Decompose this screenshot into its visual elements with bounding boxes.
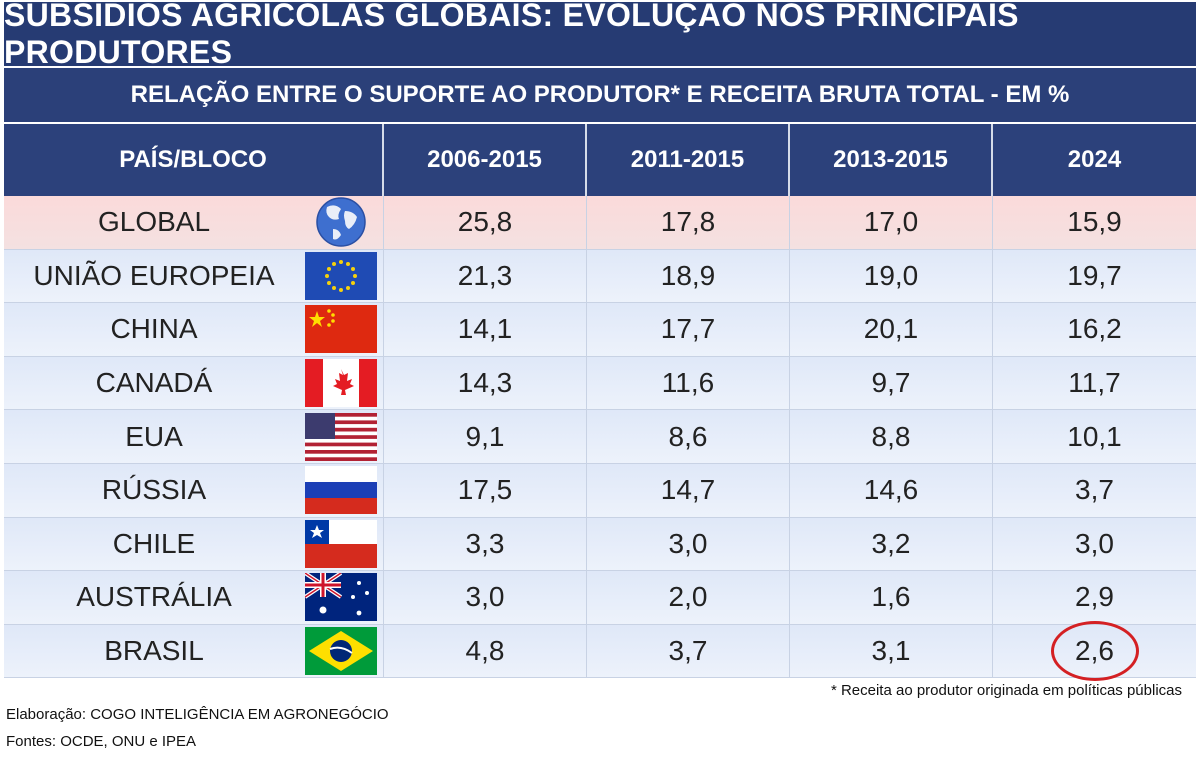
row-name: AUSTRÁLIA — [76, 581, 232, 613]
cell-value: 19,7 — [1067, 259, 1122, 291]
row-name: UNIÃO EUROPEIA — [33, 259, 275, 291]
data-table: PAÍS/BLOCO 2006-2015 2011-2015 2013-2015… — [4, 122, 1196, 682]
cell-value: 8,6 — [587, 410, 790, 463]
footnote: * Receita ao produtor originada em polít… — [830, 682, 1182, 699]
globe-icon — [304, 197, 378, 248]
table-row: CANADÁ 14,3 11,6 9,7 11,7 — [4, 356, 1196, 411]
australia-flag-icon — [304, 572, 378, 622]
russia-flag-icon — [304, 465, 378, 515]
row-name: CANADÁ — [95, 367, 213, 399]
table-header: PAÍS/BLOCO 2006-2015 2011-2015 2013-2015… — [4, 122, 1196, 196]
cell-value: 14,7 — [587, 463, 790, 517]
cell-value: 2,0 — [587, 571, 790, 624]
cell-value: 17,8 — [587, 196, 790, 249]
eu-flag-icon — [304, 251, 378, 301]
row-name: GLOBAL — [97, 206, 211, 238]
cell-value: 3,7 — [1075, 474, 1114, 506]
cell-value: 14,3 — [384, 356, 587, 410]
cell-value: 3,2 — [790, 517, 993, 571]
table-row: EUA 9,1 8,6 8,8 10,1 — [4, 410, 1196, 464]
table-row: AUSTRÁLIA 3,0 2,0 1,6 2,9 — [4, 571, 1196, 625]
cell-value: 15,9 — [1067, 206, 1122, 238]
cell-value: 2,9 — [1075, 581, 1114, 613]
china-flag-icon — [304, 304, 378, 354]
cell-value: 17,0 — [790, 196, 993, 249]
header-2024: 2024 — [1067, 146, 1122, 173]
cell-value: 11,6 — [587, 356, 790, 410]
sources-text: Fontes: OCDE, ONU e IPEA — [6, 733, 197, 750]
table-row: BRASIL 4,8 3,7 3,1 2,6 — [4, 621, 1196, 682]
row-name: RÚSSIA — [101, 474, 207, 506]
table-row: UNIÃO EUROPEIA 21,3 18,9 19,0 19,7 — [4, 249, 1196, 304]
cell-value: 3,0 — [384, 571, 587, 624]
table-row: CHINA 14,1 17,7 20,1 16,2 — [4, 303, 1196, 357]
header-2006-2015: 2006-2015 — [384, 124, 587, 196]
row-name: BRASIL — [104, 635, 204, 667]
cell-value: 1,6 — [790, 571, 993, 624]
cell-value: 21,3 — [384, 249, 587, 303]
cell-value: 4,8 — [384, 624, 587, 678]
page-subtitle: RELAÇÃO ENTRE O SUPORTE AO PRODUTOR* E R… — [4, 66, 1196, 122]
row-name: CHINA — [110, 313, 198, 345]
cell-value: 18,9 — [587, 249, 790, 303]
cell-value: 17,7 — [587, 303, 790, 356]
chile-flag-icon — [304, 519, 378, 569]
table-row: GLOBAL 25,8 17,8 17,0 15,9 — [4, 196, 1196, 250]
cell-value: 25,8 — [384, 196, 587, 249]
canada-flag-icon — [304, 358, 378, 408]
page-title: SUBSÍDIOS AGRÍCOLAS GLOBAIS: EVOLUÇÃO NO… — [4, 0, 1196, 70]
cell-value: 3,1 — [790, 624, 993, 678]
cell-value: 11,7 — [1068, 367, 1121, 399]
cell-value: 9,7 — [790, 356, 993, 410]
header-country: PAÍS/BLOCO — [4, 124, 384, 196]
usa-flag-icon — [304, 412, 378, 462]
cell-value: 3,7 — [587, 624, 790, 678]
cell-value: 16,2 — [1067, 313, 1122, 345]
cell-value: 10,1 — [1067, 420, 1122, 452]
cell-value: 8,8 — [790, 410, 993, 463]
highlight-circle — [1050, 621, 1139, 682]
cell-value: 20,1 — [790, 303, 993, 356]
brazil-flag-icon — [304, 626, 378, 676]
cell-value: 3,0 — [1075, 527, 1114, 559]
cell-value: 9,1 — [384, 410, 587, 463]
cell-value: 14,1 — [384, 303, 587, 356]
header-2011-2015: 2011-2015 — [587, 124, 790, 196]
table-row: CHILE 3,3 3,0 3,2 3,0 — [4, 517, 1196, 572]
row-name: EUA — [125, 420, 183, 452]
cell-value: 17,5 — [384, 463, 587, 517]
table-row: RÚSSIA 17,5 14,7 14,6 3,7 — [4, 463, 1196, 518]
credit-text: Elaboração: COGO INTELIGÊNCIA EM AGRONEG… — [6, 706, 389, 723]
cell-value: 3,0 — [587, 517, 790, 571]
cell-value: 14,6 — [790, 463, 993, 517]
cell-value: 3,3 — [384, 517, 587, 571]
cell-value: 19,0 — [790, 249, 993, 303]
header-2013-2015: 2013-2015 — [790, 124, 993, 196]
row-name: CHILE — [112, 527, 196, 559]
highlighted-cell: 2,6 — [993, 621, 1196, 682]
